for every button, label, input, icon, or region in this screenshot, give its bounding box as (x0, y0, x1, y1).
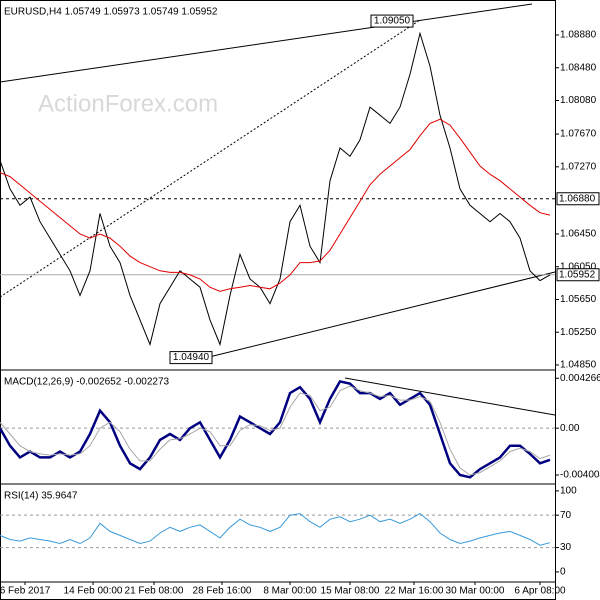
y-tick-label: 1.05250 (560, 327, 597, 338)
panel-title: RSI(14) 35.9647 (4, 491, 78, 502)
y-tick-label: 1.04850 (560, 360, 597, 371)
series-line (0, 379, 551, 479)
trendline (0, 3, 533, 83)
annotation-box (370, 14, 414, 28)
x-tick-label: 21 Feb 08:00 (125, 586, 184, 597)
y-tick-label: 1.08080 (560, 95, 597, 106)
y-tick-label: 1.08880 (560, 30, 597, 41)
y-tick-label: 100 (560, 486, 577, 497)
panel-title: EURUSD,H4 1.05749 1.05973 1.05749 1.0595… (4, 7, 218, 18)
annotation-label: 1.09050 (374, 16, 411, 27)
series-line (0, 385, 551, 476)
last-price-label: 1.05952 (559, 269, 596, 280)
annotation-label: 1.04940 (173, 352, 210, 363)
y-tick-label: 1.06050 (560, 261, 597, 272)
x-tick-label: 30 Mar 00:00 (446, 586, 505, 597)
series-line (0, 31, 551, 347)
trendline (204, 271, 556, 359)
x-tick-label: 15 Mar 08:00 (321, 586, 380, 597)
y-tick-label: 1.05650 (560, 294, 597, 305)
watermark: ActionForex.com (38, 90, 218, 117)
last-price-box (556, 268, 600, 282)
y-tick-label: 1.07670 (560, 129, 597, 140)
y-tick-label: 1.06450 (560, 229, 597, 240)
y-tick-label: 1.07270 (560, 161, 597, 172)
y-tick-label: 0.00 (560, 423, 580, 434)
annotation-box (169, 351, 213, 365)
y-tick-label: 30 (560, 542, 572, 553)
x-tick-label: 6 Apr 08:00 (514, 586, 566, 597)
series-line (0, 118, 551, 292)
resistance-label: 1.06880 (559, 193, 596, 204)
y-tick-label: 0 (560, 567, 566, 578)
x-tick-label: 14 Feb 00:00 (64, 586, 123, 597)
trendline (344, 377, 556, 416)
y-tick-label: 70 (560, 510, 572, 521)
x-tick-label: 8 Mar 00:00 (263, 586, 317, 597)
series-line (0, 512, 551, 546)
x-tick-label: 28 Feb 16:00 (193, 586, 252, 597)
panel-title: MACD(12,26,9) -0.002652 -0.002273 (4, 377, 170, 388)
resistance-box (556, 192, 600, 206)
x-tick-label: 22 Mar 16:00 (385, 586, 444, 597)
y-tick-label: 1.08480 (560, 62, 597, 73)
y-tick-label: 0.004266 (560, 373, 600, 384)
x-tick-label: 6 Feb 2017 (0, 586, 51, 597)
y-tick-label: -0.004004 (560, 470, 600, 481)
trendline (0, 19, 421, 298)
